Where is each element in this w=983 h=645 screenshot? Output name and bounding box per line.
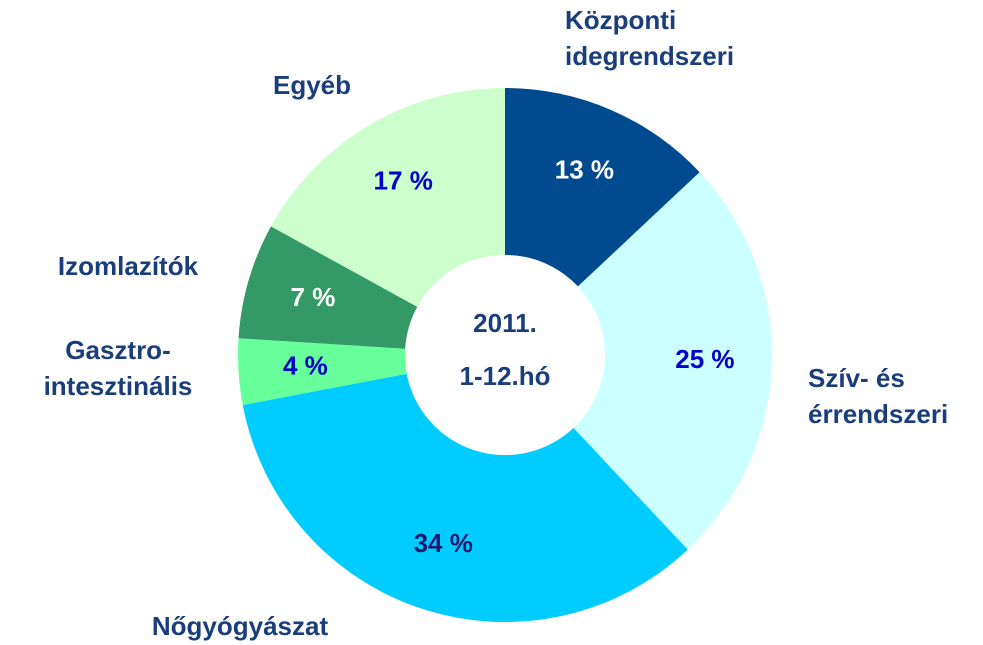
value-label: 34 %	[414, 528, 473, 558]
value-label: 7 %	[291, 282, 336, 312]
category-label: Gasztro-	[65, 335, 170, 365]
slice	[271, 88, 505, 307]
slice	[242, 373, 688, 622]
category-label: Szív- és	[808, 363, 905, 393]
center-label: 2011.	[473, 308, 537, 338]
slice	[238, 338, 407, 406]
donut-hole	[405, 255, 605, 455]
center-label: 1-12.hó	[459, 361, 550, 391]
category-label: Központi	[565, 5, 676, 35]
value-label: 17 %	[374, 166, 433, 196]
category-label: Egyéb	[273, 70, 351, 100]
slice	[505, 88, 700, 287]
category-label: intesztinális	[44, 371, 193, 401]
category-label: érrendszeri	[808, 399, 948, 429]
value-label: 4 %	[283, 350, 328, 380]
slice	[238, 226, 418, 349]
value-label: 13 %	[555, 154, 614, 184]
category-label: Nőgyógyászat	[152, 611, 329, 641]
slice	[573, 172, 773, 550]
value-label: 25 %	[675, 344, 734, 374]
category-label: idegrendszeri	[565, 41, 734, 71]
category-label: Izomlazítók	[58, 251, 199, 281]
